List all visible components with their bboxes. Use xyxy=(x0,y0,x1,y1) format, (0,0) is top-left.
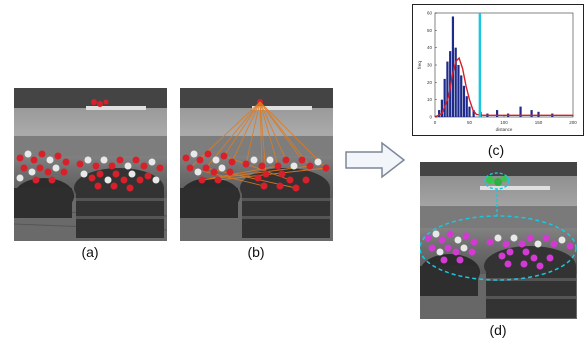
x-tick-label: 150 xyxy=(535,120,543,125)
histogram-bar xyxy=(468,106,471,117)
histogram-bar xyxy=(443,78,446,117)
histogram-bar xyxy=(530,110,533,117)
panel-b-image xyxy=(180,88,333,241)
histogram-bar xyxy=(438,110,441,117)
y-tick-label: 50 xyxy=(427,28,433,33)
x-axis-label: distance xyxy=(496,127,513,132)
histogram-bar xyxy=(472,110,475,117)
histogram-bar xyxy=(465,96,468,117)
histogram-bar xyxy=(496,110,499,117)
histogram-bar xyxy=(519,106,522,117)
x-tick-label: 200 xyxy=(569,120,577,125)
histogram-bar xyxy=(440,99,443,117)
histogram-bar xyxy=(460,75,463,117)
y-tick-label: 40 xyxy=(427,45,433,50)
x-tick-label: 100 xyxy=(500,120,508,125)
x-tick-label: 0 xyxy=(434,120,437,125)
histogram-bar xyxy=(454,47,457,117)
y-tick-label: 20 xyxy=(427,80,433,85)
y-tick-label: 0 xyxy=(429,115,432,120)
y-tick-label: 60 xyxy=(427,11,433,16)
caption-c: (c) xyxy=(487,142,505,158)
panel-a-image xyxy=(14,88,167,241)
histogram-bar xyxy=(537,111,540,117)
histogram-bar xyxy=(446,61,449,117)
x-tick-label: 50 xyxy=(467,120,473,125)
caption-a: (a) xyxy=(81,244,99,260)
histogram-bar xyxy=(457,65,460,117)
y-axis-label: freq xyxy=(417,61,422,69)
right-arrow-icon xyxy=(344,140,408,180)
fitted-curve xyxy=(434,56,573,118)
y-tick-label: 30 xyxy=(427,63,433,68)
panel-d-image xyxy=(420,162,577,319)
histogram-bar xyxy=(451,16,455,117)
histogram-bar xyxy=(462,85,466,117)
y-tick-label: 10 xyxy=(427,97,433,102)
caption-d: (d) xyxy=(489,322,507,338)
panel-c-histogram: 0 50 100 150 200 0 10 20 30 40 50 60 distance freq xyxy=(412,4,584,136)
caption-b: (b) xyxy=(247,244,265,260)
